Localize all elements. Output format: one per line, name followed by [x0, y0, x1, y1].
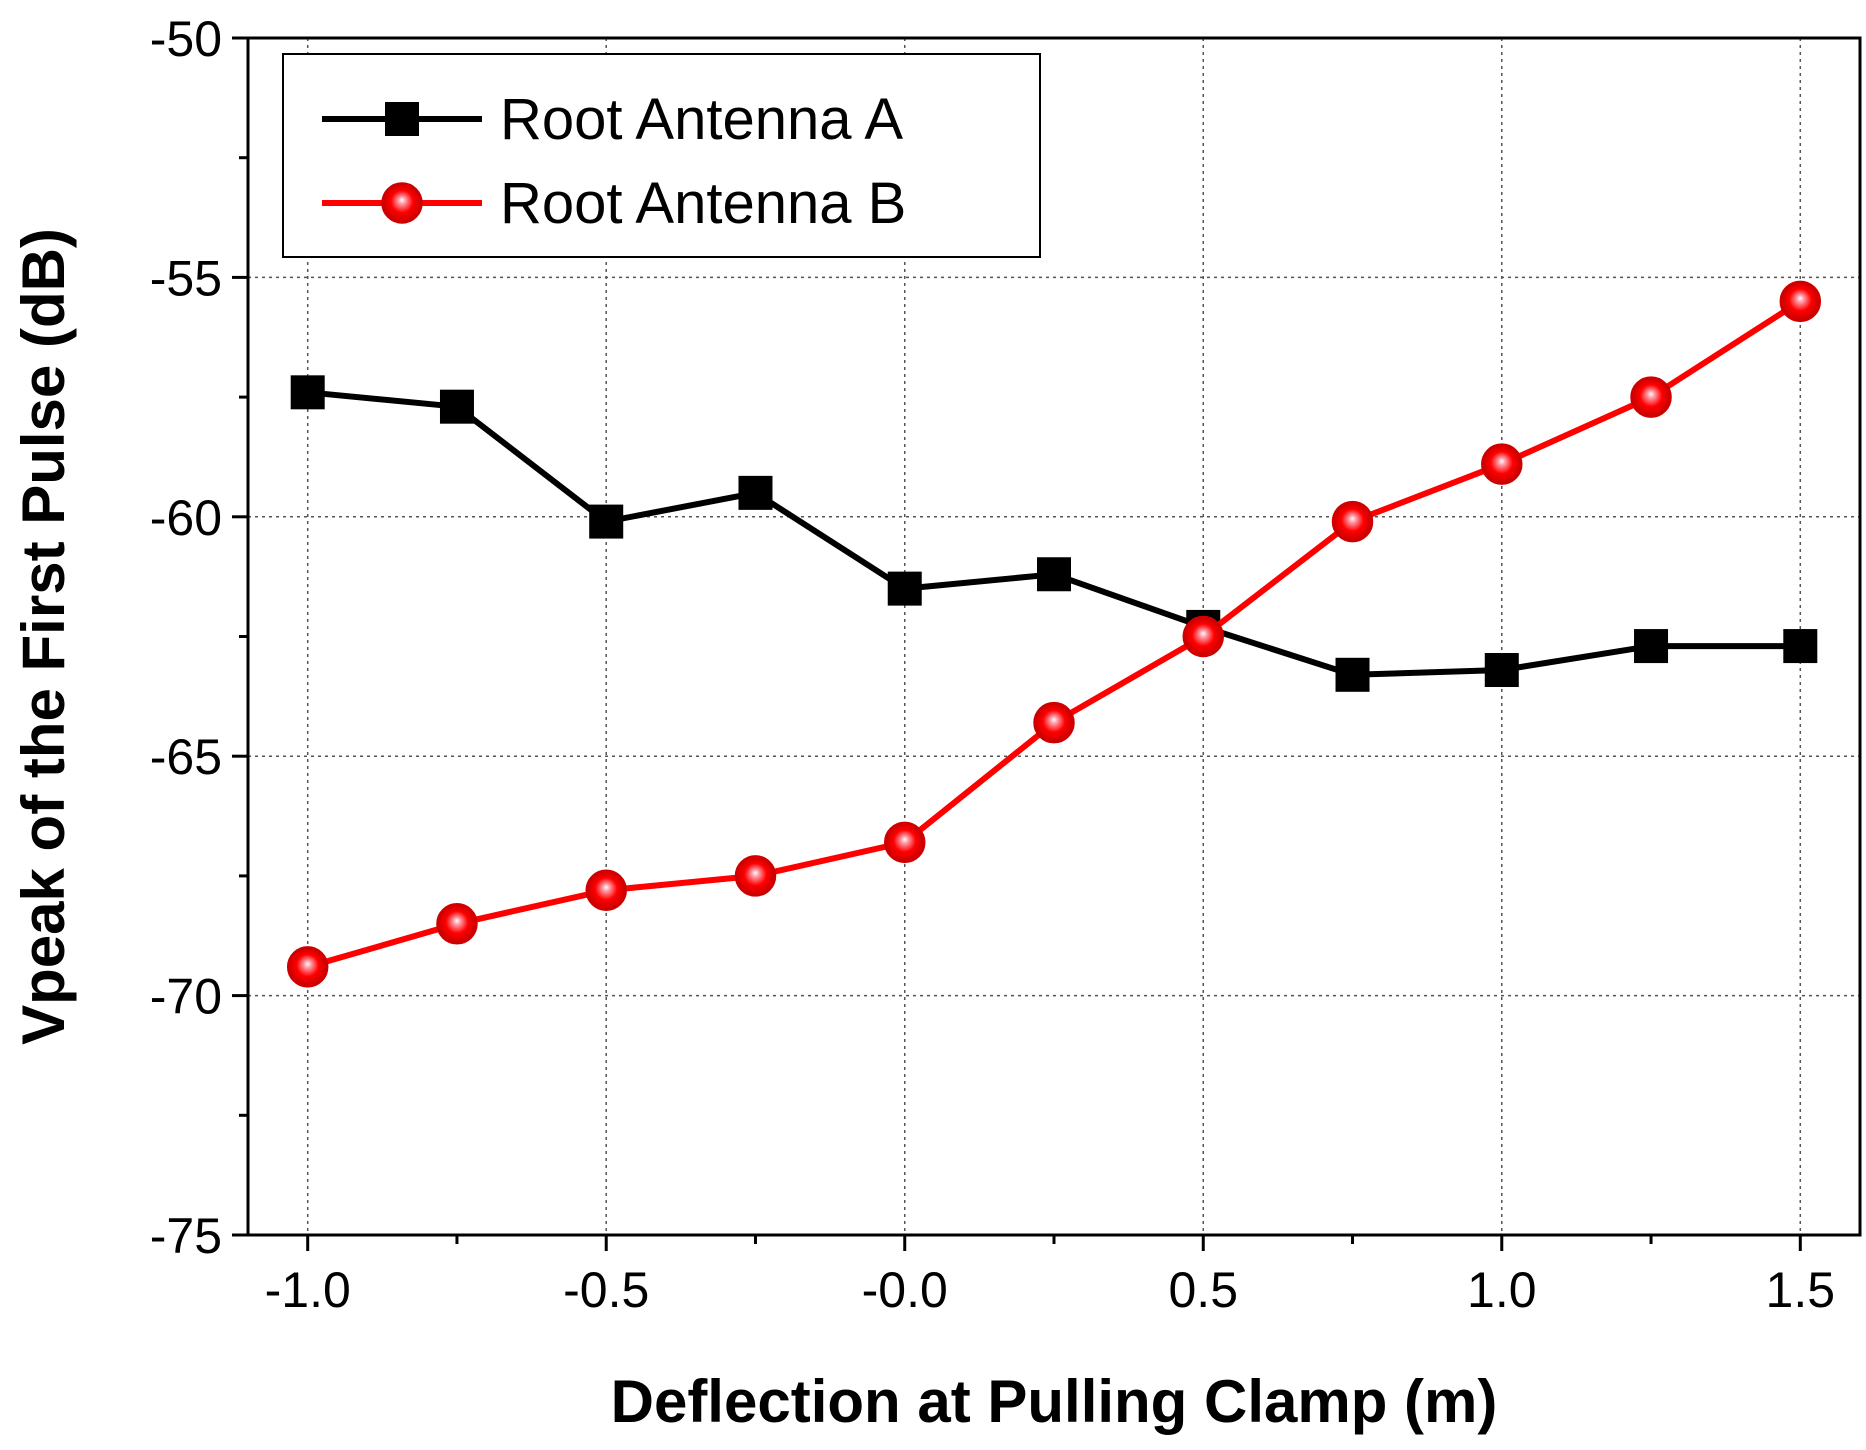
legend-entry: Root Antenna A: [322, 87, 903, 152]
y-tick-label: -60: [150, 490, 222, 546]
legend-entry: Root Antenna B: [322, 171, 906, 236]
data-point: [1634, 629, 1669, 664]
data-point: [1335, 657, 1370, 692]
data-point: [286, 946, 329, 988]
y-tick-label: -55: [150, 250, 222, 306]
data-point: [1484, 653, 1519, 688]
x-tick-label: 1.5: [1766, 1262, 1836, 1318]
y-tick-label: -70: [150, 969, 222, 1025]
x-tick-labels: -1.0 -0.5 -0.0 0.5 1.0 1.5: [265, 1262, 1835, 1318]
series-a: [290, 375, 1818, 692]
data-point: [1779, 280, 1822, 323]
data-point: [1033, 701, 1075, 744]
y-tick-label: -75: [150, 1208, 222, 1264]
data-point: [589, 504, 624, 539]
series-line: [306, 298, 1802, 970]
x-tick-label: -0.5: [563, 1262, 649, 1318]
data-point: [436, 903, 478, 945]
data-point: [1783, 629, 1818, 664]
x-tick-label: -0.0: [862, 1262, 948, 1318]
x-tick-label: 0.5: [1169, 1262, 1239, 1318]
legend-label: Root Antenna A: [500, 87, 903, 152]
y-axis-title: Vpeak of the First Pulse (dB): [10, 228, 77, 1045]
data-point: [738, 475, 773, 510]
data-point: [887, 571, 922, 606]
y-tick-label: -65: [150, 729, 222, 785]
data-point: [734, 855, 777, 897]
series-layer: [286, 280, 1822, 988]
x-axis-title: Deflection at Pulling Clamp (m): [611, 1368, 1498, 1435]
data-point: [1331, 500, 1374, 543]
x-tick-label: 1.0: [1467, 1262, 1537, 1318]
y-tick-labels: -75 -70 -65 -60 -55 -50: [150, 11, 222, 1264]
data-point: [1037, 557, 1071, 592]
series-b: [286, 280, 1822, 988]
legend-box: [282, 53, 1041, 258]
legend-label: Root Antenna B: [500, 171, 906, 236]
data-point: [585, 869, 627, 912]
data-point: [1481, 443, 1523, 485]
data-point: [883, 821, 926, 864]
y-tick-label: -50: [150, 11, 222, 67]
legend-marker: [385, 102, 419, 136]
legend-entries: Root Antenna A Root Antenna B: [322, 87, 906, 236]
plot-area-frame: [246, 36, 1862, 1237]
legend: Root Antenna A Root Antenna B: [282, 53, 1041, 258]
legend-marker: [381, 182, 423, 224]
data-point: [1630, 376, 1672, 418]
x-tick-label: -1.0: [265, 1262, 351, 1318]
data-point: [290, 375, 325, 410]
series-line: [307, 389, 1801, 678]
data-point: [1182, 615, 1225, 658]
data-point: [439, 389, 474, 424]
grid: [248, 38, 1860, 1235]
